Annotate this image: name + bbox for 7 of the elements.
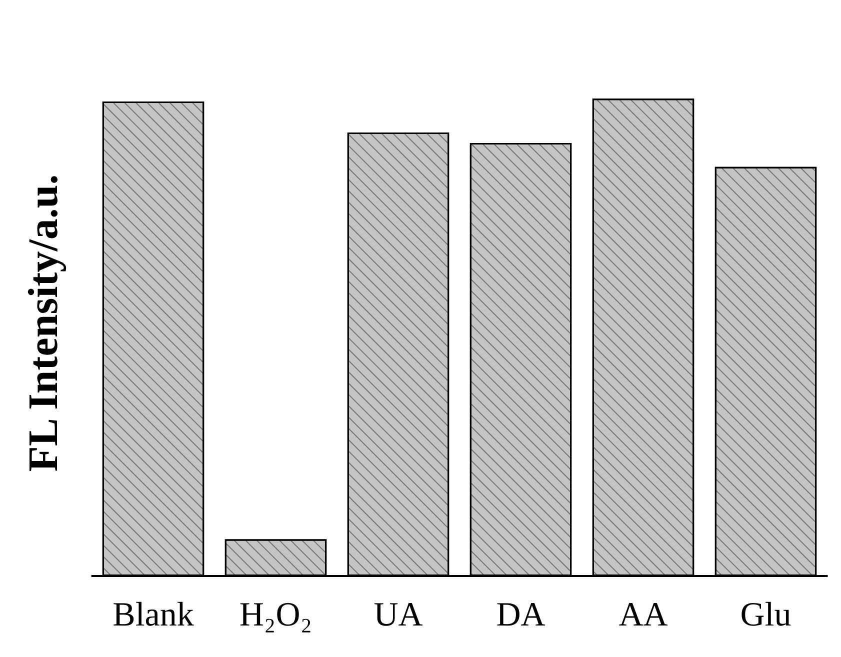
x-tick-label: AA <box>618 596 668 634</box>
x-tick-label: Glu <box>740 596 792 634</box>
x-tick-label: DA <box>496 596 546 634</box>
x-tick-label: UA <box>374 596 424 634</box>
x-tick-label: Blank <box>112 596 194 634</box>
x-tick-label: H₂O₂ <box>239 596 312 634</box>
y-axis-title: FL Intensity/a.u. <box>21 174 67 472</box>
